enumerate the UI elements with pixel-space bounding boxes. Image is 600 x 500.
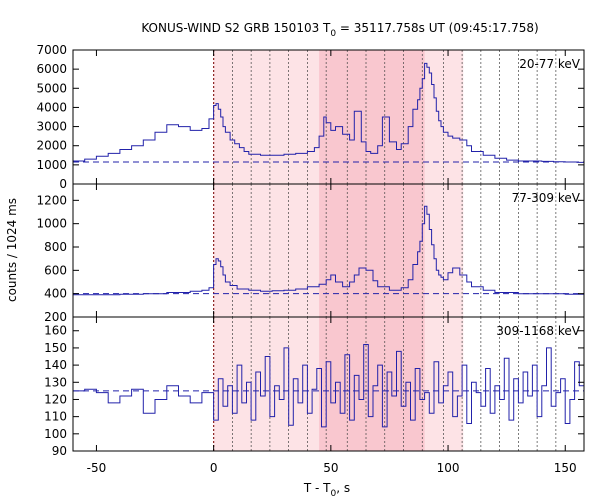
y-tick-label: 90 (52, 444, 67, 458)
y-tick-label: 130 (44, 375, 67, 389)
y-tick-label: 7000 (36, 43, 67, 57)
y-tick-label: 200 (44, 310, 67, 324)
x-tick-label: 150 (554, 461, 577, 475)
y-tick-label: 2000 (36, 139, 67, 153)
x-axis-label: T - T0, s (303, 481, 350, 499)
x-tick-label: -50 (87, 461, 107, 475)
panel-2: 200 400 600 800 1000 1200 77-309 keV (36, 183, 585, 324)
y-tick-label: 600 (44, 263, 67, 277)
y-tick-label: 6000 (36, 62, 67, 76)
x-tick-label: 100 (437, 461, 460, 475)
y-tick-label: 3000 (36, 120, 67, 134)
y-tick-label: 4000 (36, 100, 67, 114)
chart-title: KONUS-WIND S2 GRB 150103 T0 = 35117.758s… (141, 21, 538, 39)
light-curve-series (73, 205, 584, 296)
y-tick-label: 100 (44, 427, 67, 441)
y-tick-label: 150 (44, 341, 67, 355)
x-tick-label: 0 (210, 461, 218, 475)
y-tick-label: 400 (44, 287, 67, 301)
shaded-region-2 (319, 317, 425, 451)
panel-3: 90 100 110 120 130 140 150 160 309-1168 keV (44, 316, 585, 458)
y-tick-label: 1000 (36, 217, 67, 231)
energy-band-label: 20-77 keV (519, 57, 581, 71)
x-tick-label: 50 (323, 461, 338, 475)
shaded-region-2 (319, 50, 425, 184)
y-tick-label: 1200 (36, 193, 67, 207)
y-tick-label: 110 (44, 410, 67, 424)
y-tick-label: 0 (59, 177, 67, 191)
panel-frame (72, 316, 585, 452)
panel-1: 0 1000 2000 3000 4000 5000 6000 7000 20-77 keV (36, 43, 585, 191)
y-tick-label: 5000 (36, 81, 67, 95)
y-axis-label: counts / 1024 ms (5, 198, 19, 302)
energy-band-label: 309-1168 keV (496, 324, 580, 338)
y-tick-label: 160 (44, 324, 67, 338)
energy-band-label: 77-309 keV (512, 191, 581, 205)
y-tick-label: 800 (44, 240, 67, 254)
y-tick-label: 120 (44, 392, 67, 406)
shaded-region-2 (319, 184, 425, 317)
light-curve-series (73, 62, 585, 163)
y-tick-label: 140 (44, 358, 67, 372)
y-tick-label: 1000 (36, 158, 67, 172)
light-curve-series (73, 344, 585, 428)
